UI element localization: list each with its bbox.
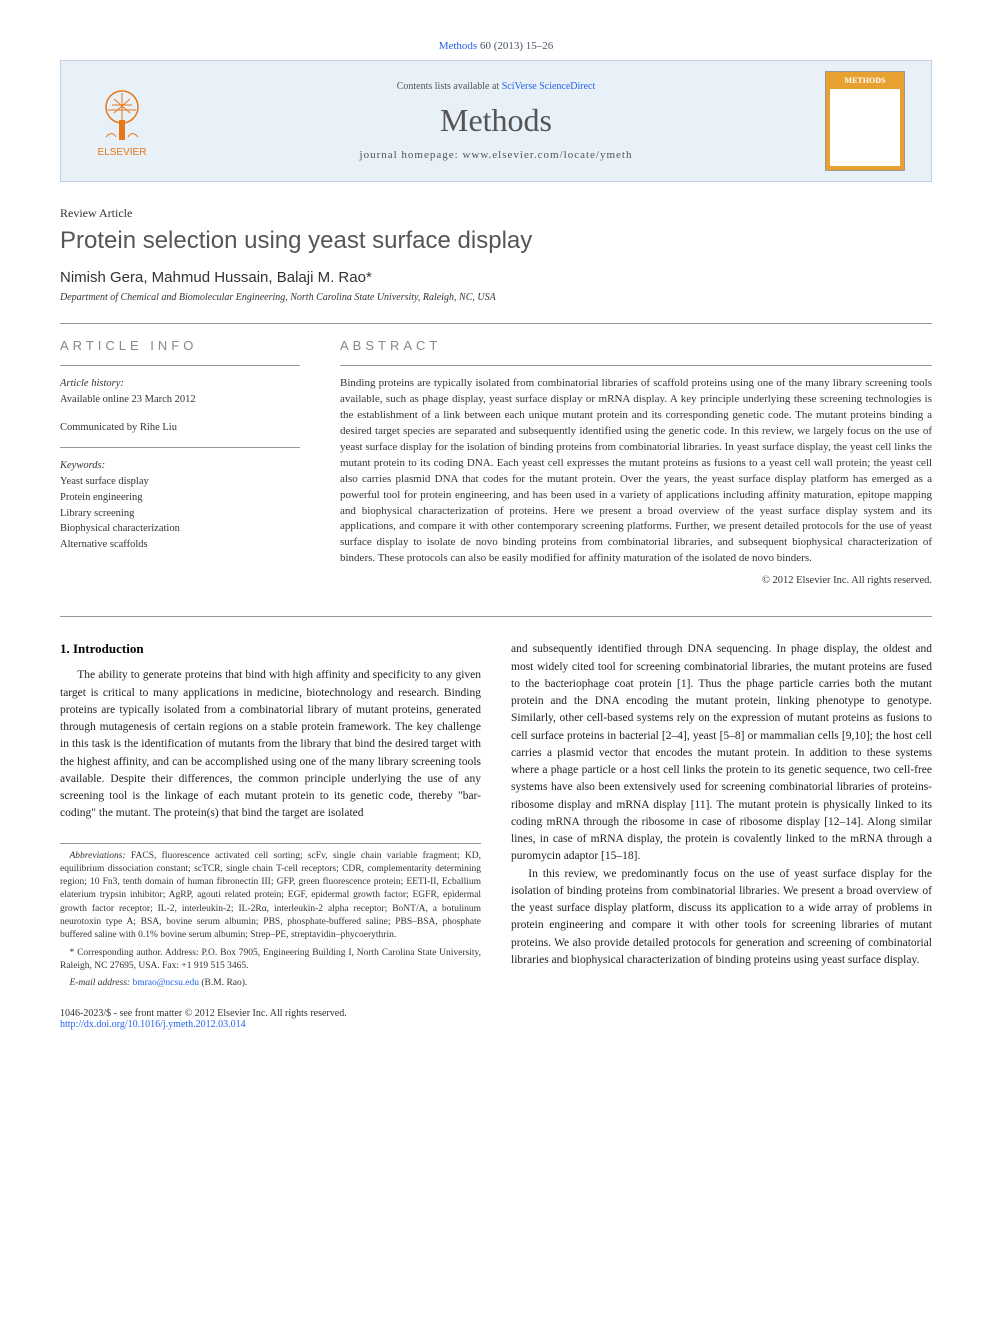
doi-link[interactable]: http://dx.doi.org/10.1016/j.ymeth.2012.0…: [60, 1019, 246, 1030]
journal-cover-thumbnail[interactable]: METHODS: [825, 71, 905, 171]
homepage-line: journal homepage: www.elsevier.com/locat…: [183, 149, 809, 161]
cover-title: METHODS: [830, 76, 900, 85]
affiliation: Department of Chemical and Biomolecular …: [60, 292, 932, 303]
authors-line: Nimish Gera, Mahmud Hussain, Balaji M. R…: [60, 269, 932, 286]
abstract-header: ABSTRACT: [340, 338, 932, 353]
body-column-left: 1. Introduction The ability to generate …: [60, 641, 481, 994]
doi-prefix: http://dx.doi.org/: [60, 1019, 128, 1030]
article-type: Review Article: [60, 206, 932, 221]
journal-banner: ELSEVIER Contents lists available at Sci…: [60, 60, 932, 182]
divider: [60, 323, 932, 324]
abstract-copyright: © 2012 Elsevier Inc. All rights reserved…: [340, 575, 932, 586]
elsevier-logo[interactable]: ELSEVIER: [77, 76, 167, 166]
email-label: E-mail address:: [70, 978, 133, 988]
body-columns: 1. Introduction The ability to generate …: [60, 641, 932, 994]
citation-header: Methods 60 (2013) 15–26: [60, 40, 932, 52]
email-link[interactable]: bmrao@ncsu.edu: [132, 978, 199, 988]
page: Methods 60 (2013) 15–26 ELSEVIER Content…: [0, 0, 992, 1070]
keyword: Protein engineering: [60, 490, 300, 506]
citation-vol: 60 (2013) 15–26: [480, 40, 553, 52]
history-date: Available online 23 March 2012: [60, 392, 300, 408]
divider: [60, 365, 300, 366]
divider: [60, 616, 932, 617]
article-title: Protein selection using yeast surface di…: [60, 227, 932, 255]
sciencedirect-link[interactable]: SciVerse ScienceDirect: [502, 81, 596, 92]
body-paragraph: The ability to generate proteins that bi…: [60, 667, 481, 822]
elsevier-text: ELSEVIER: [98, 147, 147, 158]
abbrev-text: FACS, fluorescence activated cell sortin…: [60, 851, 481, 941]
citation-journal-link[interactable]: Methods: [439, 40, 478, 52]
abbrev-label: Abbreviations:: [70, 851, 126, 861]
body-paragraph: In this review, we predominantly focus o…: [511, 866, 932, 970]
info-abstract-grid: ARTICLE INFO Article history: Available …: [60, 338, 932, 586]
author-names: Nimish Gera, Mahmud Hussain, Balaji M. R…: [60, 269, 366, 286]
abstract-text: Binding proteins are typically isolated …: [340, 376, 932, 567]
body-column-right: and subsequently identified through DNA …: [511, 641, 932, 994]
keyword: Alternative scaffolds: [60, 537, 300, 553]
homepage-label: journal homepage:: [360, 149, 463, 161]
abstract-column: ABSTRACT Binding proteins are typically …: [340, 338, 932, 586]
divider: [340, 365, 932, 366]
article-info-block: Article history: Available online 23 Mar…: [60, 376, 300, 553]
article-info-column: ARTICLE INFO Article history: Available …: [60, 338, 300, 586]
section-heading: 1. Introduction: [60, 641, 481, 657]
email-owner: (B.M. Rao).: [199, 978, 247, 988]
contents-line: Contents lists available at SciVerse Sci…: [183, 81, 809, 92]
keywords-label: Keywords:: [60, 458, 300, 474]
article-info-header: ARTICLE INFO: [60, 338, 300, 353]
history-label: Article history:: [60, 376, 300, 392]
communicated-by: Communicated by Rihe Liu: [60, 420, 300, 436]
elsevier-tree-icon: [92, 85, 152, 145]
corresponding-label: * Corresponding author.: [70, 948, 163, 958]
banner-center: Contents lists available at SciVerse Sci…: [183, 81, 809, 161]
footer-line: 1046-2023/$ - see front matter © 2012 El…: [60, 1008, 932, 1030]
body-paragraph: and subsequently identified through DNA …: [511, 641, 932, 865]
contents-text: Contents lists available at: [397, 81, 502, 92]
doi-value: 10.1016/j.ymeth.2012.03.014: [128, 1019, 246, 1030]
issn-copyright: 1046-2023/$ - see front matter © 2012 El…: [60, 1008, 932, 1019]
cover-body: [830, 89, 900, 166]
divider: [60, 447, 300, 448]
keyword: Library screening: [60, 506, 300, 522]
keyword: Yeast surface display: [60, 474, 300, 490]
footnotes: Abbreviations: FACS, fluorescence activa…: [60, 843, 481, 991]
homepage-url[interactable]: www.elsevier.com/locate/ymeth: [462, 149, 632, 161]
corresponding-mark: *: [366, 269, 372, 286]
journal-name: Methods: [183, 102, 809, 139]
keyword: Biophysical characterization: [60, 521, 300, 537]
